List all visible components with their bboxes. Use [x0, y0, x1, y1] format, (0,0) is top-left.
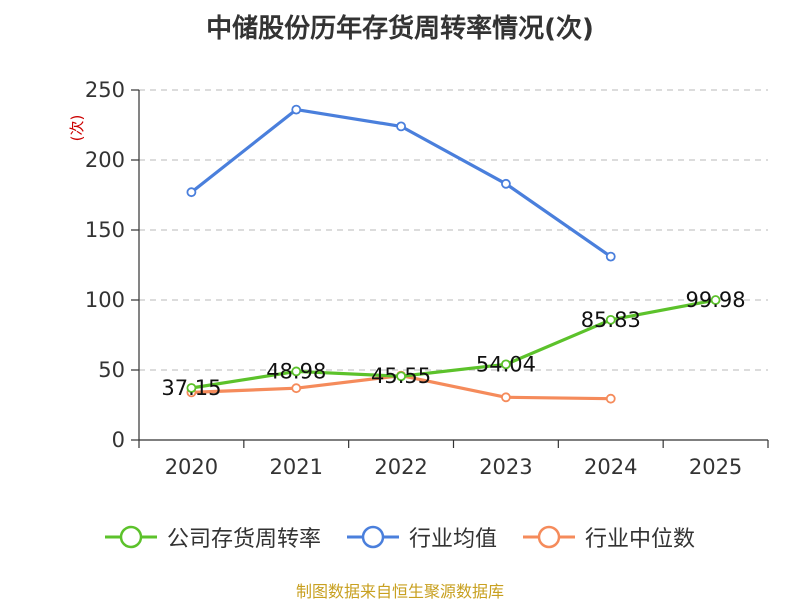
x-tick-label: 2024: [584, 455, 637, 479]
legend-marker-icon: [523, 525, 575, 549]
grid-lines: [139, 89, 768, 371]
x-tick-label: 2025: [689, 455, 742, 479]
chart-title: 中储股份历年存货周转率情况(次): [206, 14, 594, 44]
legend-marker-icon: [346, 525, 399, 549]
legend-item[interactable]: 公司存货周转率: [104, 521, 321, 553]
series-lines: [186, 104, 721, 404]
data-point: [605, 393, 616, 404]
data-point: [396, 121, 406, 132]
source-note: 制图数据来自恒生聚源数据库: [295, 582, 504, 601]
data-point: [291, 366, 302, 377]
data-labels: 37.15 48.98 45.55 54.04 85.83 99.98: [161, 288, 745, 400]
data-point: [186, 187, 197, 198]
y-axis-label: (次): [68, 115, 86, 142]
x-tick-label: 2021: [270, 455, 323, 479]
data-point: [501, 359, 511, 370]
legend-item[interactable]: 行业均值: [346, 521, 497, 553]
data-label: 54.04: [476, 352, 536, 376]
legend-label: 行业均值: [408, 527, 497, 552]
data-point: [501, 392, 511, 403]
legend: 公司存货周转率 行业均值 行业中位数: [0, 517, 800, 557]
series-line: [190, 107, 612, 258]
legend-label: 公司存货周转率: [166, 527, 321, 552]
x-tick-label: 2023: [479, 455, 532, 479]
y-tick-label: 200: [85, 148, 125, 172]
data-point: [291, 383, 302, 394]
y-tick-label: 50: [98, 358, 125, 382]
series-line: [191, 298, 716, 390]
data-label: 37.15: [161, 376, 221, 400]
legend-label: 行业中位数: [585, 527, 696, 552]
legend-item[interactable]: 行业中位数: [523, 521, 695, 553]
data-point: [186, 383, 197, 393]
data-point: [710, 295, 721, 305]
data-label: 99.98: [686, 288, 746, 312]
data-point: [501, 178, 511, 189]
y-tick-label: 150: [85, 218, 125, 242]
y-tick-label: 250: [85, 78, 125, 102]
data-label: 85.83: [581, 308, 641, 332]
y-tick-label: 100: [85, 288, 125, 312]
data-label: 48.98: [266, 359, 326, 383]
data-point: [396, 371, 406, 382]
data-label: 45.55: [371, 364, 431, 388]
x-tick-label: 2022: [374, 455, 427, 479]
axes: 0 50 100 150 200 250 2020 2021 2022 2023 2024 2025 (…: [68, 78, 769, 479]
data-point: [605, 314, 616, 325]
data-point: [291, 104, 302, 115]
y-tick-label: 0: [112, 428, 125, 452]
legend-marker-icon: [104, 525, 157, 549]
x-tick-label: 2020: [165, 455, 218, 479]
data-point: [605, 251, 616, 262]
